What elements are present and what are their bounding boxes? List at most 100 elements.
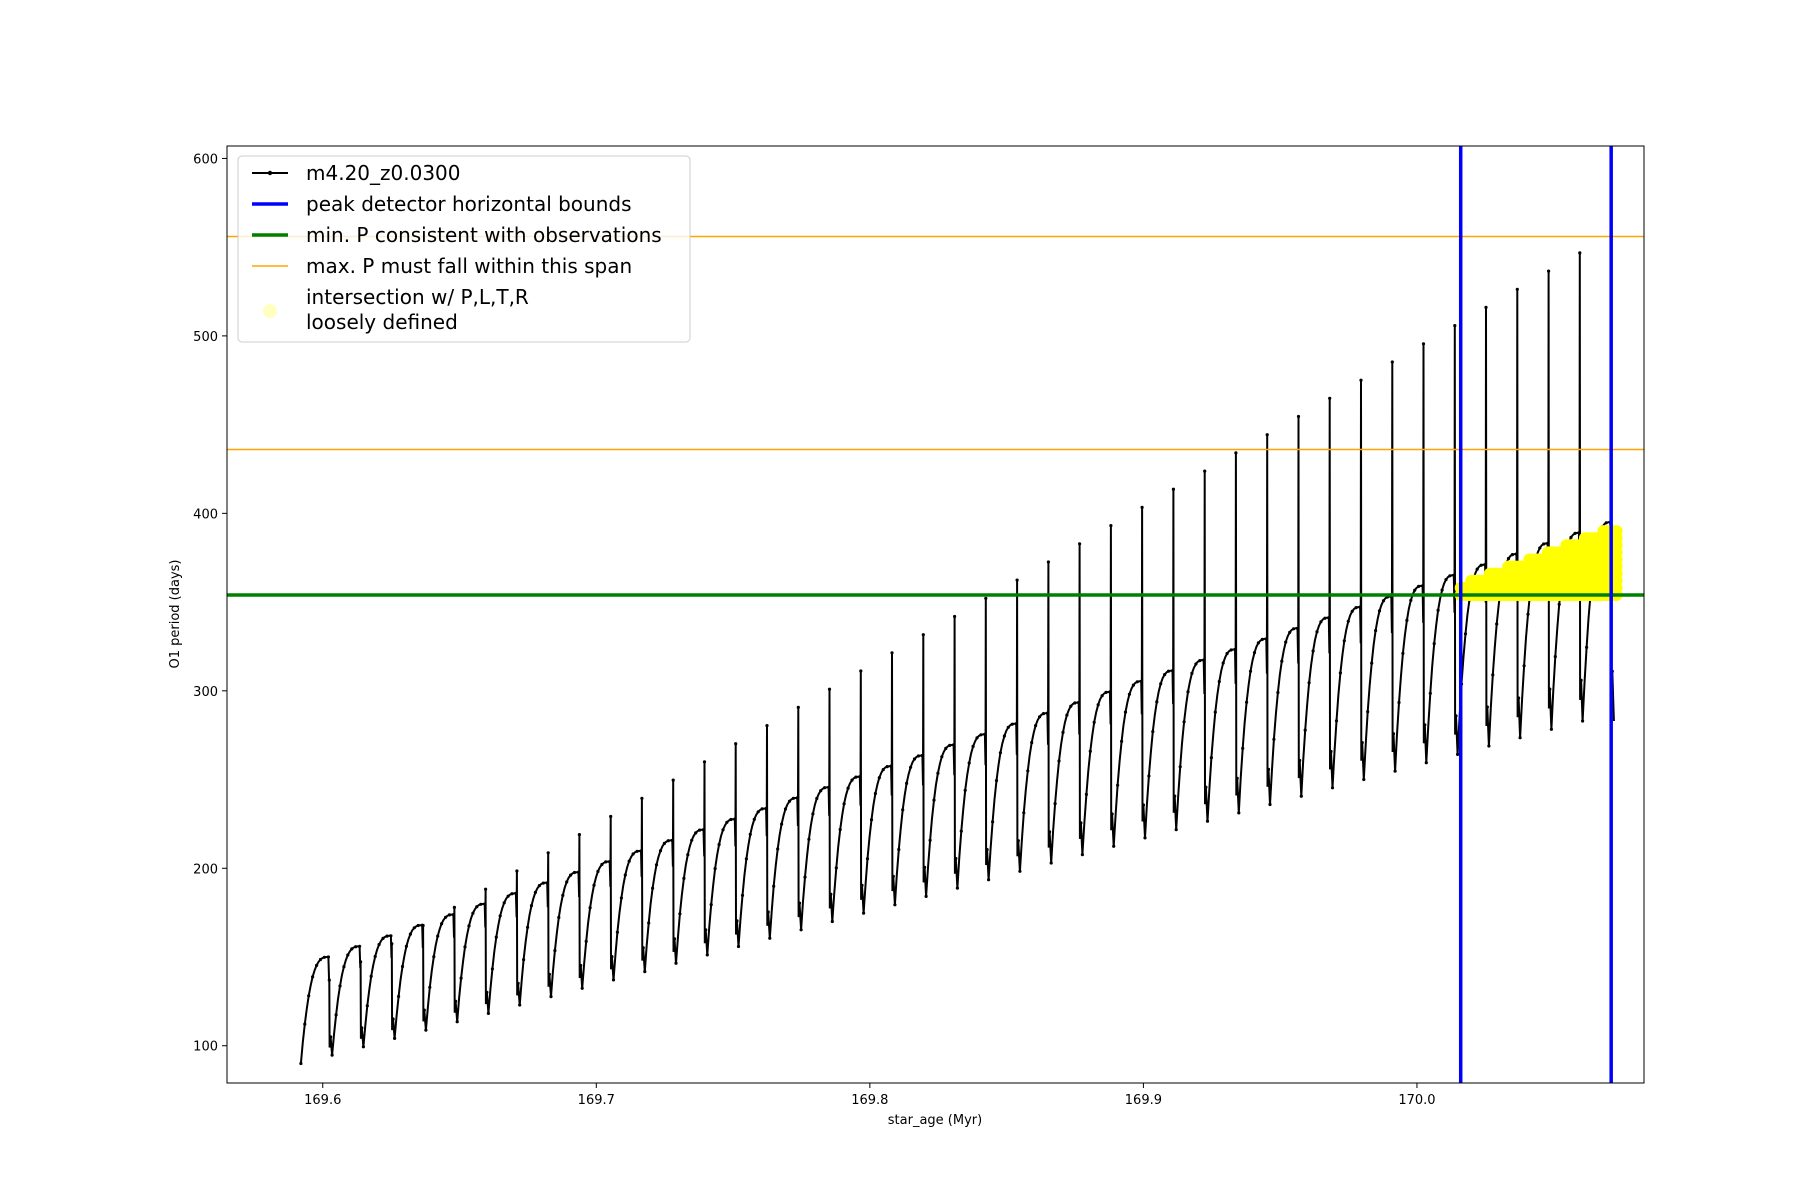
series-marker-model bbox=[975, 736, 979, 740]
series-marker-model bbox=[479, 902, 483, 906]
legend-entry-minp: min. P consistent with observations bbox=[252, 223, 662, 247]
series-marker-model bbox=[1078, 542, 1082, 546]
series-marker-model bbox=[991, 820, 995, 824]
series-marker-model bbox=[424, 1028, 428, 1032]
series-marker-model bbox=[772, 884, 776, 888]
series-marker-model bbox=[640, 796, 644, 800]
series-marker-model bbox=[1487, 744, 1491, 748]
series-marker-model bbox=[1381, 599, 1386, 603]
series-marker-model bbox=[1203, 469, 1207, 473]
series-marker-model bbox=[1217, 679, 1221, 684]
x-axis: 169.6 169.7 169.8 169.9 170.0 bbox=[304, 1083, 1436, 1108]
series-marker-model bbox=[451, 913, 455, 917]
series-marker-model bbox=[1038, 715, 1042, 719]
series-marker-model bbox=[459, 976, 463, 980]
series-marker-model bbox=[740, 893, 745, 898]
series-marker-model bbox=[416, 923, 420, 928]
series-marker-model bbox=[1405, 618, 1409, 623]
series-marker-model bbox=[1585, 645, 1589, 650]
series-marker-model bbox=[338, 984, 342, 988]
series-marker-model bbox=[865, 857, 870, 861]
series-marker-model bbox=[1079, 821, 1083, 825]
series-marker-model bbox=[1506, 556, 1511, 561]
series-marker-model bbox=[1131, 683, 1135, 687]
series-marker-model bbox=[350, 947, 354, 951]
series-marker-model bbox=[1049, 861, 1053, 865]
series-marker-model bbox=[928, 838, 932, 842]
series-marker-model bbox=[1120, 739, 1124, 744]
series-marker-model bbox=[1440, 588, 1444, 592]
series-marker-model bbox=[1163, 673, 1167, 677]
series-marker-model bbox=[890, 651, 894, 655]
series-marker-model bbox=[1147, 774, 1151, 778]
series-marker-model bbox=[510, 892, 514, 896]
series-marker-model bbox=[307, 994, 311, 998]
series-marker-model bbox=[1170, 669, 1175, 673]
series-marker-model bbox=[797, 901, 802, 905]
series-marker-model bbox=[611, 978, 616, 982]
series-marker-model bbox=[1280, 659, 1284, 663]
series-marker-model bbox=[1096, 703, 1100, 707]
series-marker-model bbox=[713, 867, 717, 871]
series-marker-model bbox=[1390, 360, 1394, 364]
legend: m4.20_z0.0300 peak detector horizontal b… bbox=[237, 155, 691, 343]
series-marker-model bbox=[615, 930, 620, 934]
series-marker-model bbox=[1248, 669, 1253, 673]
series-marker-model bbox=[381, 936, 385, 941]
series-marker-model bbox=[359, 960, 363, 964]
series-marker-model bbox=[764, 806, 768, 811]
series-marker-model bbox=[1484, 305, 1488, 309]
series-marker-model bbox=[1397, 700, 1401, 705]
x-tick-label: 169.8 bbox=[851, 1093, 888, 1108]
series-marker-model bbox=[1112, 844, 1116, 848]
series-marker-model bbox=[923, 865, 927, 870]
legend-label-intersection-line1: intersection w/ P,L,T,R bbox=[306, 285, 529, 309]
series-marker-model bbox=[1194, 662, 1198, 666]
series-marker-model bbox=[596, 869, 600, 874]
series-marker-model bbox=[952, 743, 956, 747]
series-marker-model bbox=[397, 994, 401, 999]
series-marker-model bbox=[891, 874, 895, 879]
series-marker-model bbox=[1237, 811, 1241, 815]
series-marker-model bbox=[385, 934, 389, 938]
series-marker-model bbox=[400, 964, 405, 969]
legend-box bbox=[237, 155, 691, 343]
series-marker-model bbox=[1577, 531, 1581, 535]
series-marker-model bbox=[795, 796, 799, 800]
series-marker-model bbox=[1204, 785, 1208, 789]
series-marker-model bbox=[360, 1026, 364, 1030]
series-marker-model bbox=[1186, 690, 1190, 694]
legend-label-intersection: intersection w/ P,L,T,R loosely defined bbox=[306, 285, 535, 334]
series-marker-model bbox=[592, 883, 596, 887]
series-marker-model bbox=[780, 822, 784, 826]
series-marker-model bbox=[1116, 783, 1120, 787]
series-marker-model bbox=[912, 757, 917, 761]
series-marker-model bbox=[1436, 608, 1440, 612]
series-marker-model bbox=[1315, 630, 1319, 634]
series-marker-model bbox=[1579, 678, 1583, 682]
series-marker-model bbox=[877, 776, 881, 780]
series-marker-model bbox=[647, 921, 651, 925]
series-marker-model bbox=[666, 839, 670, 843]
series-marker-model bbox=[1252, 651, 1257, 655]
y-axis: 100 200 300 400 500 600 bbox=[193, 152, 227, 1055]
series-marker-model bbox=[1454, 714, 1458, 718]
series-marker-model bbox=[1546, 541, 1550, 546]
series-marker-model bbox=[1423, 723, 1427, 727]
series-marker-model bbox=[862, 911, 866, 915]
series-marker-model bbox=[1053, 802, 1057, 806]
series-marker-model bbox=[921, 633, 925, 637]
legend-label-intersection-line2: loosely defined bbox=[306, 310, 458, 334]
series-marker-model bbox=[1448, 574, 1452, 578]
series-marker-model bbox=[1299, 794, 1303, 798]
series-marker-model bbox=[553, 949, 557, 953]
series-marker-model bbox=[1174, 828, 1178, 832]
series-marker-model bbox=[498, 914, 502, 918]
series-marker-model bbox=[412, 926, 416, 930]
series-marker-model bbox=[1171, 487, 1175, 491]
series-marker-model bbox=[729, 817, 733, 822]
series-marker-model bbox=[1604, 521, 1608, 525]
series-marker-model bbox=[549, 995, 553, 999]
series-marker-model bbox=[881, 768, 885, 772]
series-marker-model bbox=[486, 1011, 490, 1016]
